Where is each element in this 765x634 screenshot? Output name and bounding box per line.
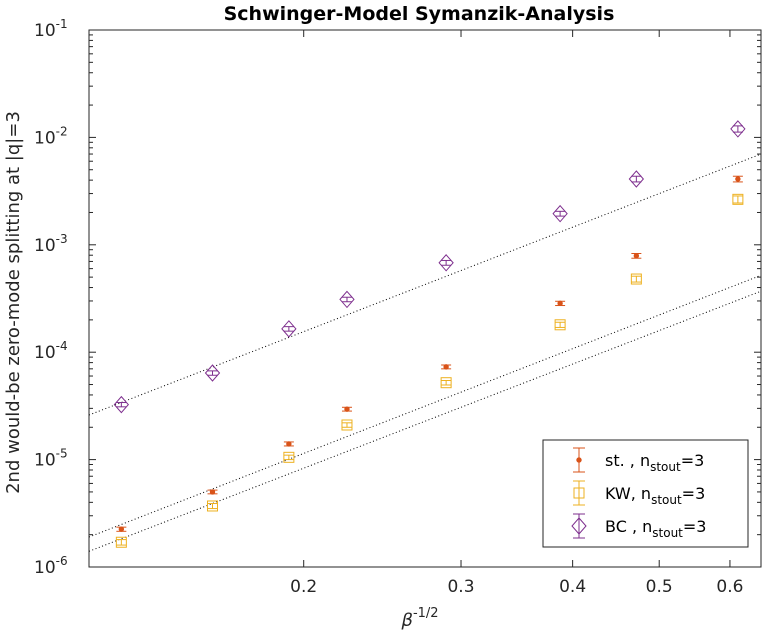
- x-axis-label: β-1/2: [400, 606, 438, 631]
- fit-line-1: [89, 153, 761, 416]
- series-square: [115, 193, 744, 548]
- data-point: [115, 536, 127, 548]
- data-point: [633, 253, 640, 259]
- data-point: [118, 526, 125, 532]
- y-tick-label: 10-1: [34, 17, 68, 41]
- series-diamond: [113, 120, 746, 414]
- x-tick-label: 0.5: [646, 577, 673, 597]
- data-point: [440, 377, 452, 389]
- y-tick-label: 10-3: [34, 232, 68, 256]
- data-point: [730, 120, 746, 138]
- data-point: [630, 273, 642, 285]
- data-point: [339, 290, 355, 309]
- data-point: [554, 319, 566, 331]
- data-point: [286, 441, 292, 447]
- data-point: [557, 300, 563, 307]
- legend: st. , nstout=3KW, nstout=3BC , nstout=3: [542, 439, 749, 548]
- y-tick-label: 10-4: [34, 339, 68, 363]
- x-tick-label: 0.4: [559, 577, 586, 597]
- data-point: [552, 204, 568, 223]
- data-point: [438, 254, 454, 272]
- data-point: [344, 406, 350, 412]
- fit-line-2: [89, 274, 761, 538]
- y-tick-label: 10-5: [34, 447, 68, 471]
- series-dot: [116, 175, 743, 532]
- x-tick-label: 0.3: [447, 577, 474, 597]
- data-point: [204, 364, 221, 382]
- y-tick-label: 10-2: [34, 124, 68, 148]
- plot-area: [89, 120, 761, 552]
- legend-marker: [576, 457, 582, 463]
- data-point: [281, 320, 297, 338]
- x-tick-label: 0.6: [716, 577, 743, 597]
- data-point: [732, 193, 744, 205]
- data-point: [443, 364, 449, 370]
- legend-box: [542, 439, 749, 548]
- data-point: [283, 451, 295, 463]
- legend-marker: [573, 487, 585, 499]
- legend-marker: [571, 517, 587, 535]
- x-tick-label: 0.2: [290, 577, 317, 597]
- data-point: [209, 489, 216, 495]
- data-point: [206, 500, 218, 512]
- y-tick-label: 10-6: [34, 554, 68, 578]
- data-point: [341, 419, 353, 431]
- data-point: [735, 176, 741, 182]
- data-point: [628, 170, 645, 188]
- chart-title: Schwinger-Model Symanzik-Analysis: [224, 3, 615, 25]
- data-point: [113, 395, 130, 414]
- y-axis-label: 2nd would-be zero-mode splitting at |q|=…: [3, 111, 24, 494]
- axes-box: [88, 29, 762, 568]
